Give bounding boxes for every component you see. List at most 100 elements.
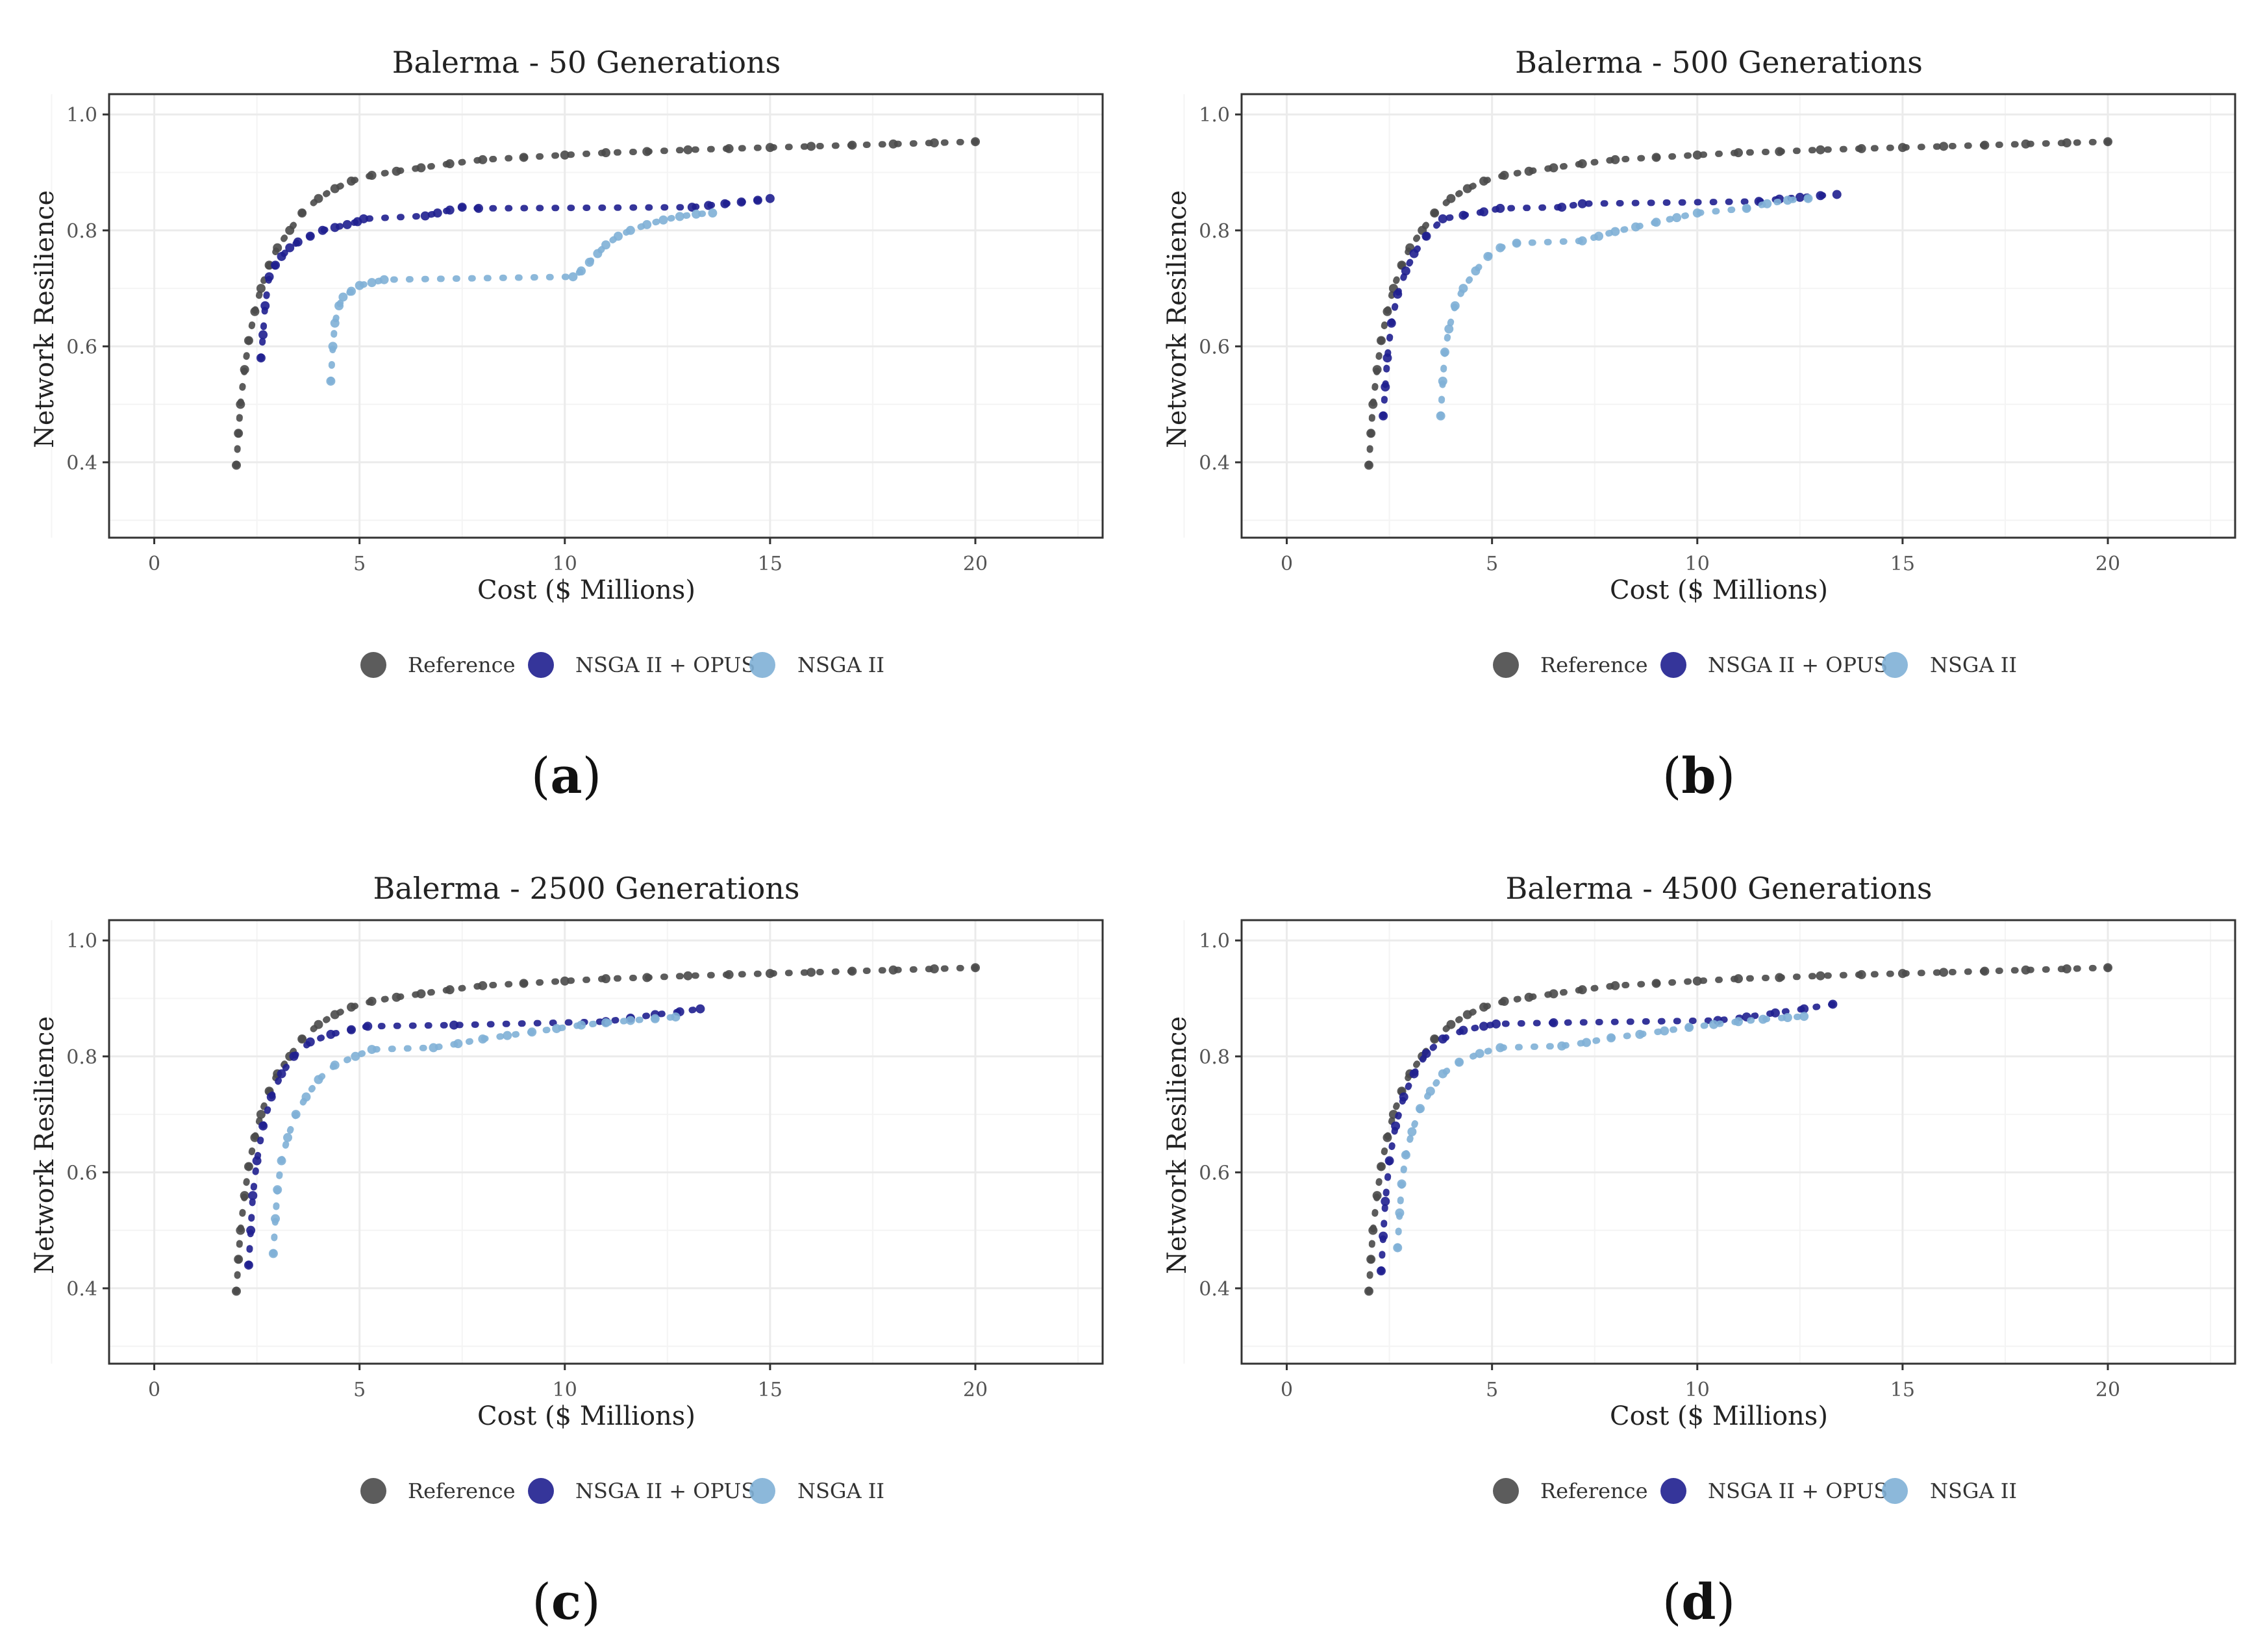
data-point <box>250 307 260 316</box>
y-tick-label: 0.4 <box>66 452 97 475</box>
data-point <box>1631 222 1640 232</box>
data-point <box>1430 208 1440 218</box>
data-point <box>1828 999 1838 1009</box>
legend-swatch-nsga <box>1882 652 1908 678</box>
chart-title: Balerma - 50 Generations <box>392 45 781 80</box>
legend-label: NSGA II <box>797 653 884 677</box>
data-point <box>478 1034 488 1044</box>
data-point <box>1416 1104 1425 1114</box>
data-point <box>1446 1020 1456 1029</box>
data-point <box>1455 1057 1464 1067</box>
data-point <box>613 231 623 241</box>
data-point <box>314 1075 323 1084</box>
data-point <box>1397 1179 1407 1189</box>
plot-area <box>1242 920 2235 1364</box>
data-point <box>1376 336 1386 345</box>
x-tick-label: 15 <box>758 553 782 575</box>
data-point <box>1495 1043 1505 1053</box>
data-point <box>683 145 693 155</box>
data-point <box>1816 145 1825 155</box>
data-point <box>351 1051 360 1061</box>
data-point <box>584 257 594 267</box>
panel-b: 0 5 10 15 20 0.4 0.6 0.8 1.0 Balerma - 500 Genera… <box>1132 0 2265 826</box>
data-point <box>1549 989 1558 999</box>
data-point <box>1734 1017 1743 1027</box>
data-point <box>1450 301 1460 310</box>
data-point <box>1395 1208 1405 1218</box>
data-point <box>1446 194 1456 203</box>
data-point <box>724 144 734 153</box>
data-point <box>658 215 668 225</box>
data-point <box>330 1060 340 1070</box>
x-tick-label: 0 <box>148 553 160 575</box>
data-point <box>363 1021 373 1031</box>
data-point <box>1364 1286 1373 1296</box>
data-point <box>888 139 898 149</box>
subfigure-label: (d) <box>1662 1573 1736 1631</box>
y-tick-label: 1.0 <box>66 104 97 127</box>
data-point <box>1897 143 1907 153</box>
data-point <box>367 1045 377 1055</box>
data-point <box>1610 227 1620 236</box>
data-point <box>453 1039 463 1049</box>
legend: Reference NSGA II + OPUS NSGA II <box>1493 1478 2017 1504</box>
x-tick-label: 15 <box>1890 553 1915 575</box>
data-point <box>1742 203 1751 213</box>
data-point <box>277 1069 286 1079</box>
data-point <box>1407 1127 1417 1136</box>
data-point <box>1430 1034 1440 1044</box>
data-point <box>1770 1008 1780 1018</box>
data-point <box>765 194 775 203</box>
data-point <box>244 1162 253 1171</box>
data-point <box>2021 965 2031 975</box>
data-point <box>601 1018 610 1028</box>
data-point <box>593 249 603 258</box>
data-point <box>601 974 610 984</box>
data-point <box>1758 1014 1768 1024</box>
data-point <box>807 142 816 151</box>
data-point <box>1368 399 1378 409</box>
data-point <box>244 1260 253 1270</box>
data-point <box>1438 1034 1447 1044</box>
data-point <box>1381 382 1390 392</box>
data-point <box>1462 1010 1472 1020</box>
data-point <box>291 1110 301 1120</box>
series-trace-nsga <box>269 1014 679 1257</box>
data-point <box>1684 1023 1694 1032</box>
data-point <box>1980 966 1990 976</box>
data-point <box>1524 166 1534 176</box>
data-point <box>1471 266 1481 276</box>
plot-area <box>1242 94 2235 538</box>
data-point <box>252 1156 262 1166</box>
data-point <box>236 399 245 409</box>
chart-title: Balerma - 4500 Generations <box>1505 871 1932 906</box>
data-point <box>1709 1020 1719 1029</box>
data-point <box>503 1031 512 1040</box>
data-point <box>708 208 718 218</box>
data-point <box>1549 163 1558 173</box>
data-point <box>326 1029 336 1039</box>
data-point <box>338 292 348 302</box>
data-point <box>478 155 488 164</box>
plot-area <box>109 920 1103 1364</box>
legend-label: Reference <box>408 1479 516 1503</box>
y-tick-label: 0.6 <box>1199 1162 1230 1184</box>
data-point <box>1799 1004 1809 1014</box>
data-point <box>330 223 340 232</box>
data-point <box>277 251 286 261</box>
data-point <box>929 964 939 973</box>
data-point <box>1577 159 1587 169</box>
data-point <box>720 199 730 208</box>
data-point <box>273 243 282 253</box>
data-point <box>1381 1197 1390 1207</box>
data-point <box>246 1225 256 1235</box>
data-point <box>704 201 714 210</box>
data-point <box>1577 985 1587 995</box>
data-point <box>330 318 340 328</box>
data-point <box>347 176 357 186</box>
data-point <box>568 272 578 282</box>
data-point <box>765 143 775 153</box>
data-point <box>1816 971 1825 981</box>
data-point <box>1610 155 1620 164</box>
chart-svg: 0 5 10 15 20 0.4 0.6 0.8 1.0 Balerma - 4500 Gener… <box>1162 871 2236 1504</box>
